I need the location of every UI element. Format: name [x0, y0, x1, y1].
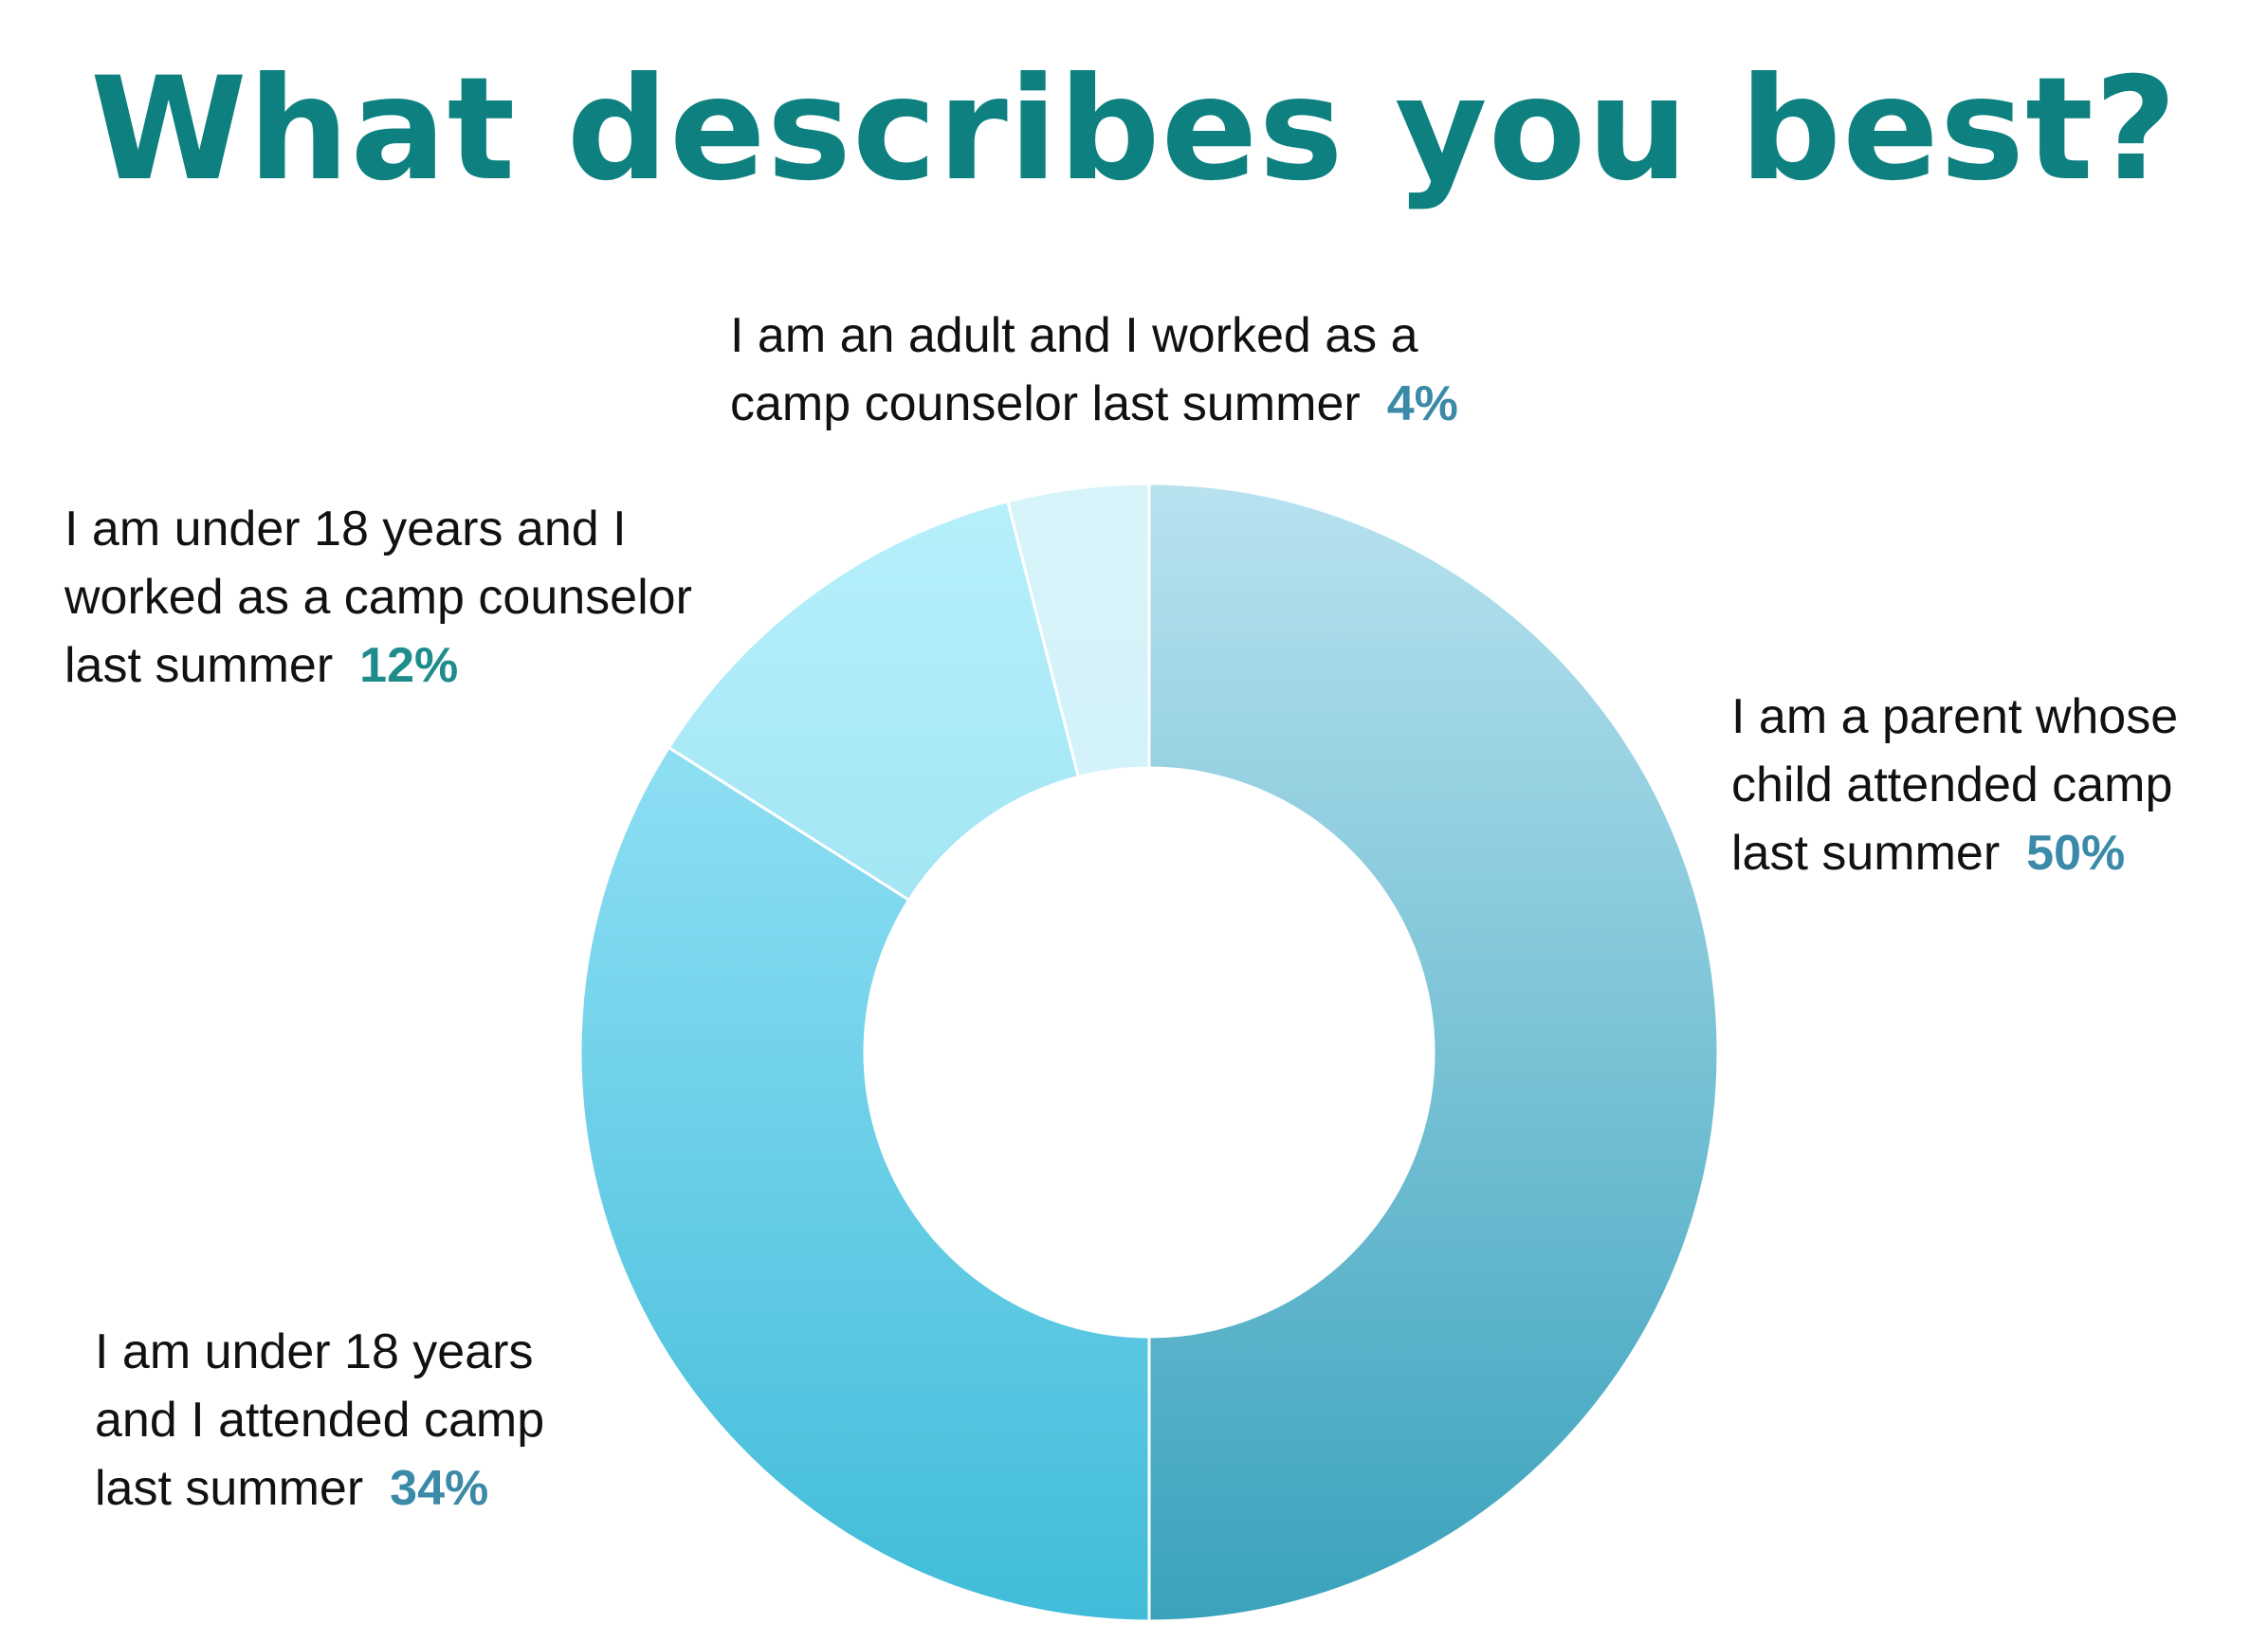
slice-label-text: last summer — [1731, 826, 2001, 881]
slice-label-line: camp counselor last summer 4% — [730, 370, 1458, 438]
slice-label-line: last summer 12% — [64, 631, 692, 700]
slice-label: I am under 18 years and I worked as a cam… — [64, 495, 692, 700]
slice-label: I am a parent whose child attended camp la… — [1731, 683, 2178, 887]
slice-label-line: last summer 50% — [1731, 819, 2178, 887]
slice-label-line: I am under 18 years — [95, 1318, 544, 1386]
slice-label-text: I am an adult and I worked as a — [730, 308, 1418, 363]
slice-label-text: last summer — [64, 638, 334, 693]
slice-label-line: I am a parent whose — [1731, 683, 2178, 751]
donut-slice — [1147, 482, 1720, 1623]
chart-title: What describes you best? — [90, 47, 2178, 212]
slice-value-label: 34% — [390, 1461, 489, 1516]
slice-label: I am under 18 years and I attended camp la… — [95, 1318, 544, 1523]
slice-label-line: last summer 34% — [95, 1454, 544, 1523]
slice-label-line: and I attended camp — [95, 1386, 544, 1454]
slice-value-label: 4% — [1386, 376, 1458, 431]
slice-label-line: child attended camp — [1731, 751, 2178, 819]
slice-label-text: I am under 18 years and I — [64, 502, 627, 556]
donut-slice — [1005, 482, 1151, 779]
slice-label-text: camp counselor last summer — [730, 376, 1361, 431]
slice-label-text: I am a parent whose — [1731, 689, 2179, 744]
slice-value-label: 12% — [359, 638, 459, 693]
slice-label-text: I am under 18 years — [95, 1324, 534, 1379]
slice-label-line: I am under 18 years and I — [64, 495, 692, 563]
slice-label-line: worked as a camp counselor — [64, 563, 692, 631]
slice-label-text: last summer — [95, 1461, 364, 1516]
slice-label-text: worked as a camp counselor — [64, 570, 692, 625]
slice-label-text: child attended camp — [1731, 757, 2173, 812]
donut-slice — [578, 745, 1151, 1623]
slice-label-text: and I attended camp — [95, 1393, 545, 1448]
slice-label: I am an adult and I worked as a camp coun… — [730, 301, 1458, 438]
donut-slice — [667, 500, 1081, 903]
slice-value-label: 50% — [2026, 826, 2126, 881]
slice-label-line: I am an adult and I worked as a — [730, 301, 1458, 370]
